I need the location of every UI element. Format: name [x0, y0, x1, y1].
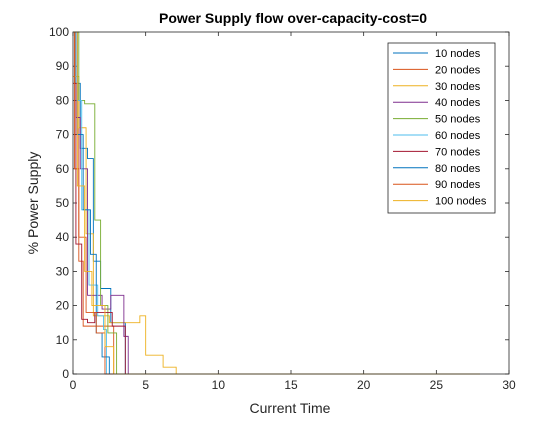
legend-label-7: 70 nodes [435, 146, 481, 158]
legend-label-5: 50 nodes [435, 114, 481, 126]
series-line-4 [73, 31, 480, 375]
legend-label-3: 30 nodes [435, 81, 481, 93]
y-tick-label: 70 [56, 128, 70, 142]
x-tick-label: 15 [284, 378, 298, 392]
x-tick-label: 5 [142, 378, 149, 392]
x-tick-label: 0 [70, 378, 77, 392]
legend-label-9: 90 nodes [435, 179, 481, 191]
y-tick-label: 0 [62, 367, 69, 381]
y-axis-label: % Power Supply [25, 152, 41, 255]
series-line-7 [73, 82, 480, 375]
legend-label-10: 100 nodes [435, 196, 487, 208]
x-tick-label: 20 [357, 378, 371, 392]
y-tick-label: 90 [56, 59, 70, 73]
legend-label-6: 60 nodes [435, 130, 481, 142]
series-line-6 [73, 31, 480, 375]
series-line-3 [73, 76, 480, 375]
y-tick-label: 80 [56, 93, 70, 107]
chart-title: Power Supply flow over-capacity-cost=0 [159, 10, 427, 26]
x-tick-label: 25 [430, 378, 444, 392]
y-tick-label: 10 [56, 333, 70, 347]
x-tick-label: 10 [212, 378, 226, 392]
legend-label-2: 20 nodes [435, 64, 481, 76]
x-axis-label: Current Time [250, 400, 331, 416]
legend-label-4: 40 nodes [435, 97, 481, 109]
y-tick-label: 20 [56, 299, 70, 313]
y-tick-label: 50 [56, 196, 70, 210]
y-tick-label: 100 [49, 25, 69, 39]
legend-label-1: 10 nodes [435, 48, 481, 60]
x-tick-label: 30 [502, 378, 516, 392]
y-tick-label: 40 [56, 230, 70, 244]
series-line-10 [73, 31, 480, 375]
y-tick-label: 60 [56, 162, 70, 176]
legend-label-8: 80 nodes [435, 163, 481, 175]
y-tick-label: 30 [56, 264, 70, 278]
axes-box [72, 31, 510, 375]
series-line-8 [73, 31, 480, 375]
